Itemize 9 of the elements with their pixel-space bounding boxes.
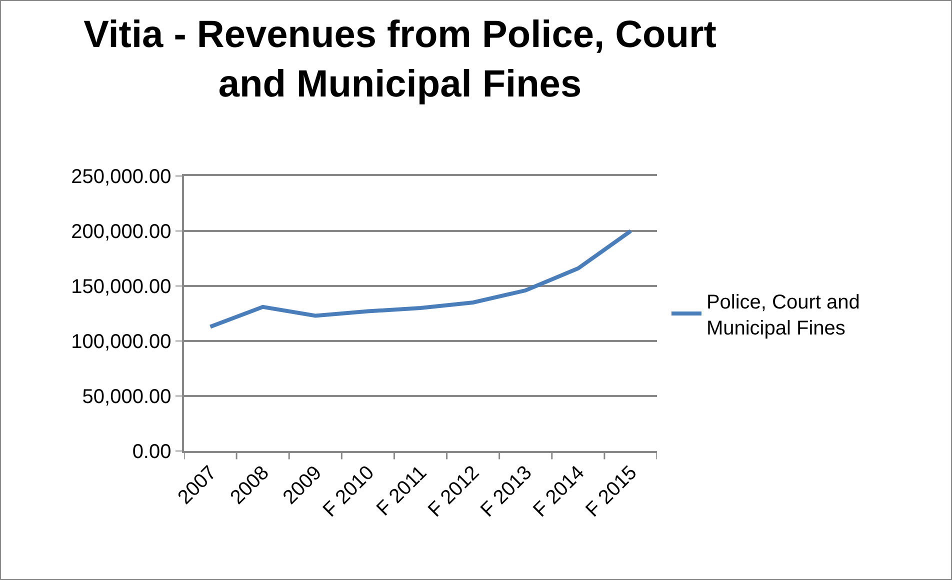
line-series bbox=[208, 229, 633, 329]
y-tick-label: 0.00 bbox=[132, 441, 172, 463]
y-tick-label: 100,000.00 bbox=[71, 331, 172, 353]
y-tick-label: 250,000.00 bbox=[71, 166, 172, 188]
y-tick-label: 50,000.00 bbox=[82, 386, 172, 408]
legend-label: Police, Court and Municipal Fines bbox=[706, 291, 860, 340]
chart-title: Vitia - Revenues from Police, Court and Municipal Fines bbox=[84, 14, 717, 106]
y-tick-label: 150,000.00 bbox=[71, 276, 172, 298]
y-tick-label: 200,000.00 bbox=[71, 221, 172, 243]
